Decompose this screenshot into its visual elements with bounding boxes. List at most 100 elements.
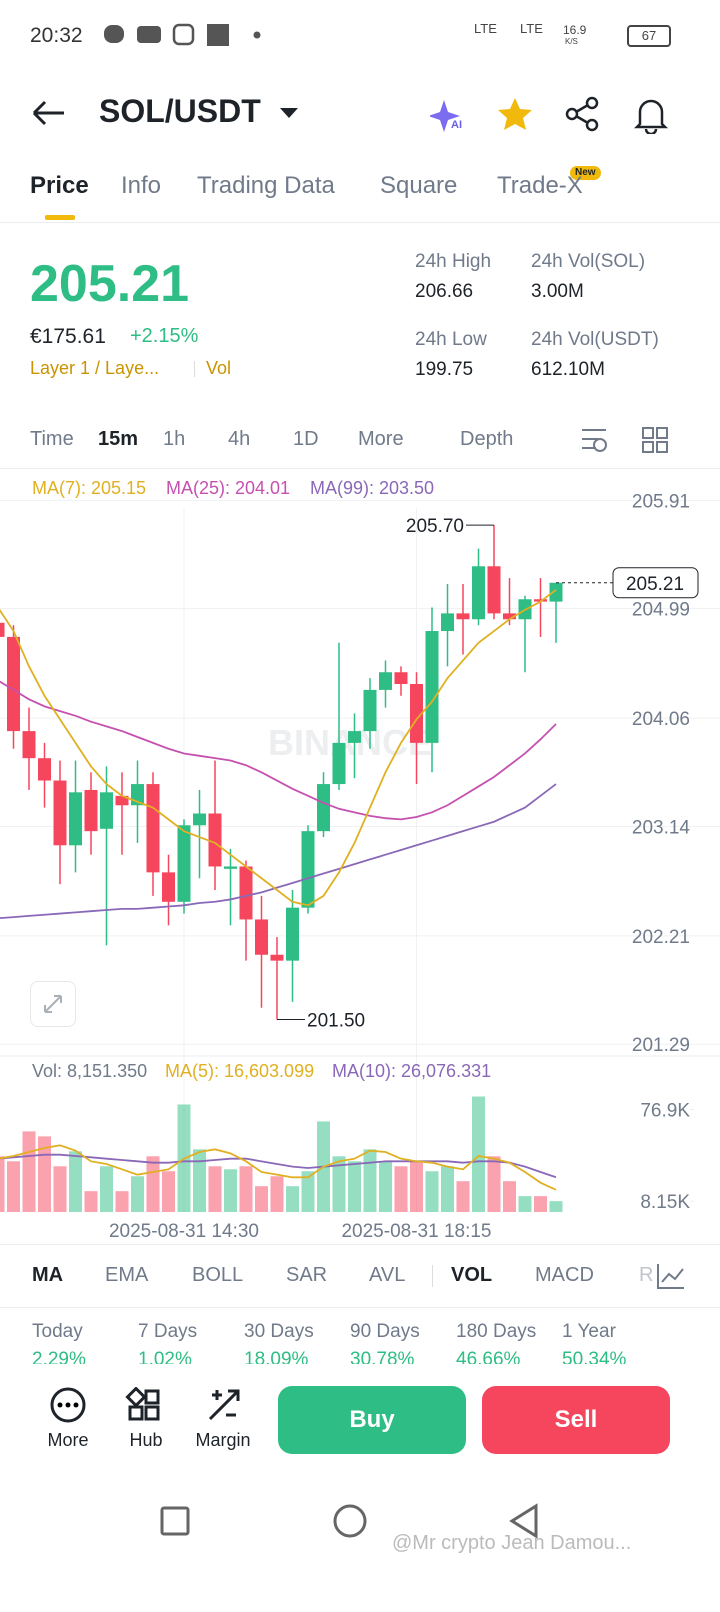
buy-button[interactable]: Buy: [278, 1386, 466, 1454]
separator: [432, 1265, 433, 1287]
watermark: @Mr crypto Jean Damou...: [392, 1532, 632, 1554]
candle-body: [487, 566, 501, 614]
sell-button[interactable]: Sell: [482, 1386, 670, 1454]
interval[interactable]: 1D: [293, 428, 319, 450]
back-nav-button[interactable]: [509, 1503, 538, 1539]
y-tick-label: 205.91: [632, 491, 690, 512]
home-button[interactable]: [333, 1504, 367, 1538]
candle-body: [456, 613, 470, 620]
stat-label: 24h High: [415, 251, 492, 272]
tab-indicator: [45, 215, 75, 220]
vol-ma5-line: [0, 1144, 557, 1191]
candle-body: [332, 742, 346, 785]
candle-body: [53, 780, 67, 846]
vol-ma10-line: [0, 1153, 557, 1179]
volume-bar: [425, 1171, 439, 1212]
favorite-button[interactable]: [498, 98, 532, 130]
tab[interactable]: Price: [30, 172, 89, 199]
interval[interactable]: 1h: [163, 428, 186, 450]
pair-dropdown[interactable]: [279, 106, 299, 120]
back-button[interactable]: [30, 98, 70, 128]
interval[interactable]: 15m: [98, 428, 139, 450]
indicator[interactable]: MA: [32, 1264, 64, 1286]
share-button[interactable]: [565, 96, 599, 132]
network: LTE: [474, 21, 497, 36]
volume-bar: [286, 1186, 299, 1212]
stat-value: 612.10M: [531, 359, 605, 380]
candle-body: [162, 872, 175, 902]
volume-bar: [472, 1096, 485, 1212]
battery: 67: [627, 25, 671, 47]
stat-label: 24h Vol(SOL): [531, 251, 646, 272]
stat-value: 206.66: [415, 281, 474, 302]
volume-bar: [115, 1191, 129, 1212]
action-label[interactable]: Margin: [195, 1430, 251, 1450]
recents-button[interactable]: [160, 1506, 190, 1536]
volume-bar: [162, 1171, 175, 1212]
candle-body: [7, 636, 20, 732]
indicator-settings[interactable]: [656, 1262, 686, 1292]
expand-button[interactable]: [30, 981, 76, 1027]
candle-body: [208, 813, 222, 867]
price-change: +2.15%: [130, 325, 199, 347]
indicator[interactable]: AVL: [369, 1264, 406, 1286]
action-icons: [50, 1387, 240, 1423]
volume-bar: [100, 1166, 113, 1212]
ai-button[interactable]: [430, 100, 460, 132]
candle-body: [503, 613, 516, 620]
period-label: 180 Days: [456, 1321, 537, 1342]
action-label[interactable]: More: [47, 1430, 89, 1450]
y-tick-label: 204.99: [632, 600, 690, 621]
volume-bar: [379, 1161, 392, 1212]
candle-body: [224, 866, 237, 869]
stat-label: 24h Low: [415, 329, 487, 350]
candle-body: [534, 599, 547, 602]
interval[interactable]: 4h: [228, 428, 251, 450]
candle-body: [425, 631, 439, 743]
period-value: 18.09%: [244, 1350, 309, 1364]
vol-legend-item: MA(5): 16,603.099: [165, 1061, 315, 1081]
indicator[interactable]: VOL: [451, 1264, 493, 1286]
candle-body: [22, 731, 36, 759]
volume-bar: [441, 1166, 454, 1212]
tab[interactable]: Info: [121, 172, 162, 199]
candle-body: [549, 582, 563, 602]
tab[interactable]: Trade-X: [497, 172, 583, 199]
y-tick-label: 201.29: [632, 1035, 690, 1056]
interval[interactable]: Depth: [460, 428, 514, 450]
candle-body: [146, 784, 160, 873]
annotation-label: 201.50: [307, 1011, 365, 1032]
indicator[interactable]: MACD: [535, 1264, 594, 1286]
volume-bar: [22, 1131, 36, 1212]
indicator[interactable]: EMA: [105, 1264, 149, 1286]
tab[interactable]: Trading Data: [197, 172, 335, 199]
pair-title[interactable]: SOL/USDT: [99, 93, 261, 129]
indicator[interactable]: R: [639, 1264, 654, 1286]
speed: 16.9: [563, 23, 587, 37]
candle-body: [193, 813, 206, 826]
tab[interactable]: Square: [380, 172, 458, 199]
volume-bar: [332, 1156, 346, 1212]
volume-bar: [69, 1151, 82, 1212]
period-label: 7 Days: [138, 1321, 198, 1342]
candle-body: [379, 672, 392, 690]
candle-body: [441, 613, 454, 632]
volume-bar: [53, 1166, 67, 1212]
volume-bar: [0, 1156, 5, 1212]
indicator[interactable]: SAR: [286, 1264, 328, 1286]
annotation-label: 205.70: [406, 516, 464, 537]
sector-tag[interactable]: Layer 1 / Laye...: [30, 358, 160, 378]
divider: [0, 1307, 720, 1308]
action-label[interactable]: Hub: [129, 1430, 163, 1450]
interval[interactable]: More: [358, 428, 404, 450]
indicator[interactable]: BOLL: [192, 1264, 244, 1286]
candle-body: [177, 825, 191, 902]
divider: [0, 1244, 720, 1245]
candle-body: [270, 954, 284, 961]
x-tick-label: 2025-08-31 18:15: [341, 1221, 491, 1242]
alert-button[interactable]: [633, 99, 669, 134]
vol-tag[interactable]: Vol: [206, 358, 232, 378]
stat-label: 24h Vol(USDT): [531, 329, 659, 350]
volume-bar: [456, 1181, 470, 1212]
